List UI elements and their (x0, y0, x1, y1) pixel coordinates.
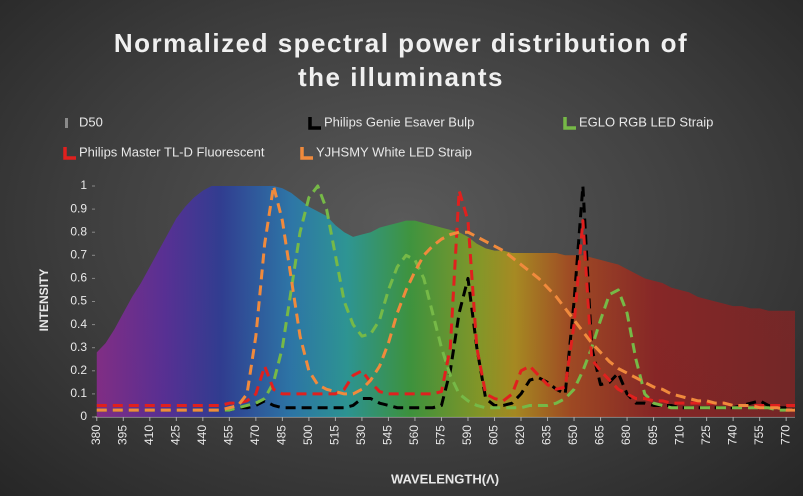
x-tick-label: 695 (646, 425, 660, 445)
legend-label: Philips Genie Esaver Bulp (324, 114, 474, 129)
x-tick-label: 395 (115, 425, 129, 445)
y-tick-label: 0 (80, 409, 87, 423)
x-tick-label: 755 (752, 425, 766, 445)
x-tick-label: 470 (248, 425, 262, 445)
legend-swatch (308, 117, 321, 130)
y-tick-label: 0.6 (70, 271, 87, 285)
y-axis-label: INTENSITY (37, 269, 51, 332)
x-tick-label: 380 (89, 425, 103, 445)
x-tick-label: 605 (487, 425, 501, 445)
x-tick-label: 440 (195, 425, 209, 445)
legend-swatch (300, 147, 313, 160)
y-tick-label: 0.9 (70, 201, 87, 215)
x-tick-label: 455 (222, 425, 236, 445)
legend-swatch (65, 118, 68, 128)
legend-swatch (563, 117, 576, 130)
y-tick-label: 0.5 (70, 294, 87, 308)
x-tick-label: 560 (407, 425, 421, 445)
x-tick-label: 590 (460, 425, 474, 445)
legend-label: YJHSMY White LED Straip (316, 144, 472, 159)
x-tick-label: 530 (354, 425, 368, 445)
x-tick-label: 515 (328, 425, 342, 445)
legend-label: EGLO RGB LED Straip (579, 114, 713, 129)
x-tick-label: 425 (168, 425, 182, 445)
x-tick-label: 665 (593, 425, 607, 445)
chart-title: Normalized spectral power distribution o… (113, 28, 689, 92)
x-tick-label: 680 (619, 425, 633, 445)
y-tick-label: 0.2 (70, 363, 87, 377)
line (96, 184, 795, 412)
x-tick-label: 635 (540, 425, 554, 445)
y-tick-label: 1 (80, 178, 87, 192)
x-tick-label: 650 (566, 425, 580, 445)
x-axis-label: WAVELENGTH(Λ) (391, 471, 499, 486)
x-tick-label: 620 (513, 425, 527, 445)
x-tick-label: 770 (778, 425, 792, 445)
legend-swatch (63, 147, 76, 160)
y-tick-label: 0.4 (70, 317, 87, 331)
x-tick-label: 740 (725, 425, 739, 445)
y-tick-label: 0.1 (70, 386, 87, 400)
legend-label: D50 (79, 114, 103, 129)
x-tick-label: 545 (381, 425, 395, 445)
legend-label: Philips Master TL-D Fluorescent (79, 144, 265, 159)
x-tick-label: 500 (301, 425, 315, 445)
x-tick-label: 710 (672, 425, 686, 445)
x-tick-label: 410 (142, 425, 156, 445)
y-tick-label: 0.7 (70, 247, 87, 261)
y-tick-label: 0.8 (70, 224, 87, 238)
line (96, 189, 795, 407)
x-tick-label: 725 (699, 425, 713, 445)
area (96, 186, 795, 417)
y-tick-label: 0.3 (70, 340, 87, 354)
x-tick-label: 485 (275, 425, 289, 445)
x-tick-label: 575 (434, 425, 448, 445)
